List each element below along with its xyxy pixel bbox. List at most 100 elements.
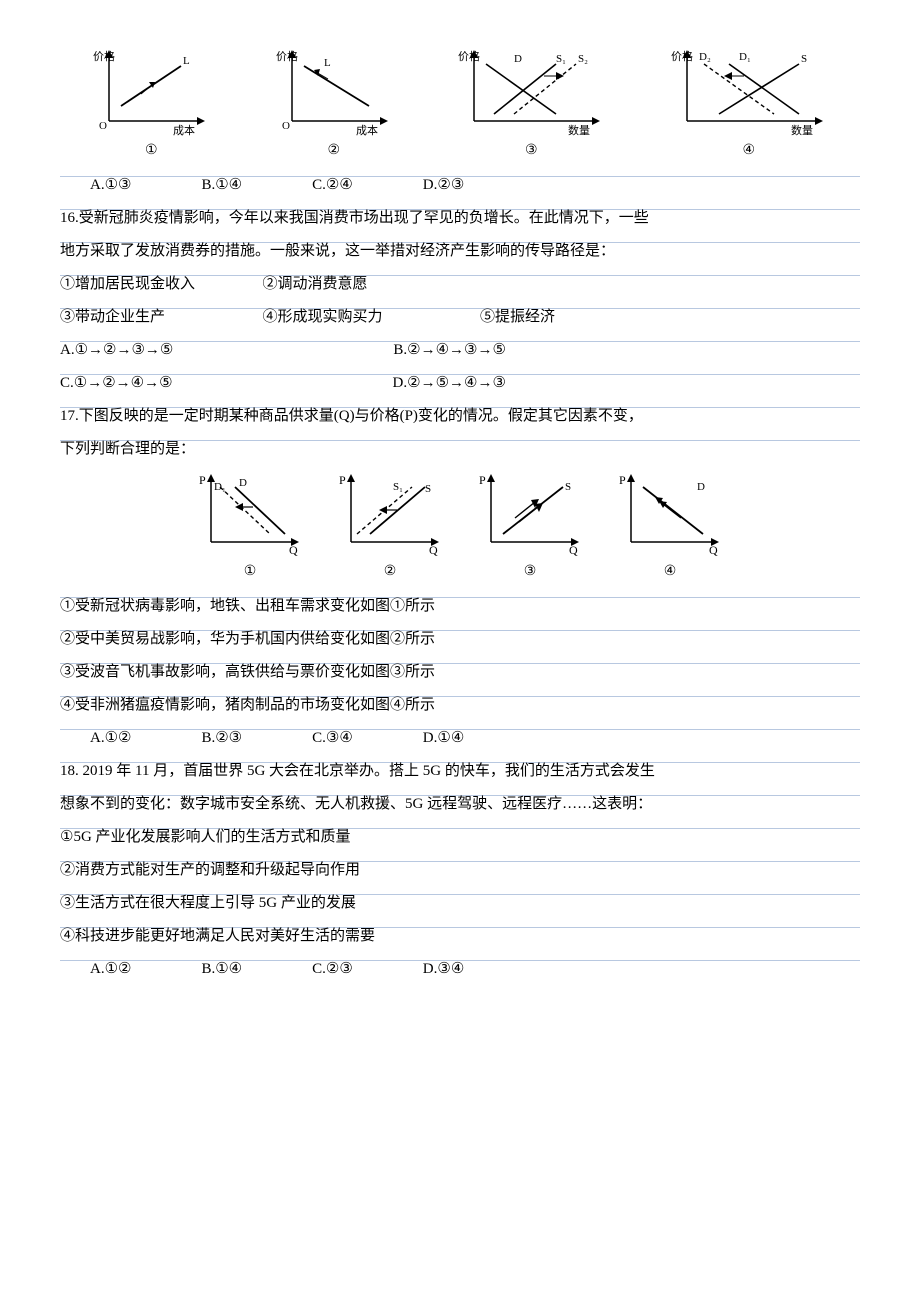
ruled-area-1: A.①③ B.①④ C.②④ D.②③ 16.受新冠肺炎疫情影响，今年以来我国消… — [60, 169, 860, 466]
q16-opt-d: D.②→⑤→④→③ — [393, 367, 506, 400]
chart-num: ④ — [669, 136, 829, 167]
origin: O — [99, 120, 107, 132]
q16-stem-2: 地方采取了发放消费券的措施。一般来说，这一举措对经济产生影响的传导路径是： — [60, 235, 860, 268]
q18-opt-a: A.①② — [90, 953, 131, 986]
q16-stem-1: 16.受新冠肺炎疫情影响，今年以来我国消费市场出现了罕见的负增长。在此情况下，一… — [60, 202, 860, 235]
chart-svg-2: 价格 成本 O L — [274, 46, 394, 136]
ruled-area-2: ①受新冠状病毒影响，地铁、出租车需求变化如图①所示 ②受中美贸易战影响，华为手机… — [60, 590, 860, 986]
q17-s2: ②受中美贸易战影响，华为手机国内供给变化如图②所示 — [60, 623, 860, 656]
opt-a: A.①③ — [90, 169, 131, 202]
p-label: P — [619, 473, 626, 487]
s-label: S — [801, 53, 807, 65]
d1-label: D₁ — [214, 481, 226, 493]
q16-line3: ①增加居民现金收入 ②调动消费意愿 — [60, 268, 860, 301]
p-label: P — [479, 473, 486, 487]
q18-opt-b: B.①④ — [201, 953, 242, 986]
q17-chart-row: P Q D D₁ ① P Q S S₁ ② — [60, 472, 860, 588]
xlabel: 成本 — [173, 123, 195, 136]
chart-num: ① — [195, 557, 305, 588]
q17-s1: ①受新冠状病毒影响，地铁、出租车需求变化如图①所示 — [60, 590, 860, 623]
q15-options: A.①③ B.①④ C.②④ D.②③ — [60, 169, 860, 202]
xlabel: 数量 — [568, 124, 590, 136]
q15-chart-row: 价格 成本 O L ① 价格 成本 O L ② — [60, 46, 860, 167]
s1-label: S₁ — [393, 481, 403, 493]
q18-opt-c: C.②③ — [312, 953, 353, 986]
q16-item-2: ②调动消费意愿 — [263, 276, 368, 292]
q16-opt-b: B.②→④→③→⑤ — [393, 334, 506, 367]
q16-item-4: ④形成现实购买力 — [263, 309, 383, 325]
q16-line4: ③带动企业生产 ④形成现实购买力 ⑤提振经济 — [60, 301, 860, 334]
opt-c: C.②④ — [312, 169, 353, 202]
chart-num: ① — [91, 136, 211, 167]
q15-chart-3: 价格 数量 D S₁ S₂ ③ — [456, 46, 606, 167]
s1-label: S₁ — [556, 53, 566, 65]
q17-stem-2: 下列判断合理的是： — [60, 433, 860, 466]
origin: O — [282, 120, 290, 132]
ylabel: 价格 — [671, 49, 693, 63]
d-label: D — [239, 477, 247, 489]
q17-opt-b: B.②③ — [201, 722, 242, 755]
chart-svg-3: 价格 数量 D S₁ S₂ — [456, 46, 606, 136]
xlabel: 成本 — [356, 123, 378, 136]
q17-options: A.①② B.②③ C.③④ D.①④ — [60, 722, 860, 755]
q16-opt-a: A.①→②→③→⑤ — [60, 334, 173, 367]
q16-options-row2: C.①→②→④→⑤ D.②→⑤→④→③ — [60, 367, 860, 400]
q-label: Q — [289, 543, 298, 557]
q18-opt-d: D.③④ — [423, 953, 464, 986]
q17-chart-2: P Q S S₁ ② — [335, 472, 445, 588]
chart-svg-4: 价格 数量 D₂ D₁ S — [669, 46, 829, 136]
p-label: P — [339, 473, 346, 487]
q18-s4: ④科技进步能更好地满足人民对美好生活的需要 — [60, 920, 860, 953]
q17-opt-c: C.③④ — [312, 722, 353, 755]
chart-num: ② — [335, 557, 445, 588]
q15-chart-1: 价格 成本 O L ① — [91, 46, 211, 167]
q18-s3: ③生活方式在很大程度上引导 5G 产业的发展 — [60, 887, 860, 920]
q17-chart-1: P Q D D₁ ① — [195, 472, 305, 588]
s-label: S — [565, 481, 571, 493]
q18-stem-1: 18. 2019 年 11 月，首届世界 5G 大会在北京举办。搭上 5G 的快… — [60, 755, 860, 788]
q15-chart-4: 价格 数量 D₂ D₁ S ④ — [669, 46, 829, 167]
q16-options-row1: A.①→②→③→⑤ B.②→④→③→⑤ — [60, 334, 860, 367]
ylabel: 价格 — [276, 49, 298, 63]
q15-chart-2: 价格 成本 O L ② — [274, 46, 394, 167]
q17-stem-1: 17.下图反映的是一定时期某种商品供求量(Q)与价格(P)变化的情况。假定其它因… — [60, 400, 860, 433]
p-label: P — [199, 473, 206, 487]
chart-svg: P Q S S₁ — [335, 472, 445, 557]
curve-label: L — [324, 57, 331, 69]
d-label: D — [697, 481, 705, 493]
ylabel: 价格 — [458, 49, 480, 63]
d1-label: D₁ — [739, 51, 751, 63]
q17-opt-d: D.①④ — [423, 722, 464, 755]
chart-num: ③ — [475, 557, 585, 588]
chart-svg: P Q D — [615, 472, 725, 557]
s2-label: S₂ — [578, 53, 588, 65]
d2-label: D₂ — [699, 51, 711, 63]
chart-svg-1: 价格 成本 O L — [91, 46, 211, 136]
q16-item-1: ①增加居民现金收入 — [60, 276, 195, 292]
s-label: S — [425, 483, 431, 495]
curve-label: L — [183, 55, 190, 67]
q17-chart-3: P Q S ③ — [475, 472, 585, 588]
chart-num: ② — [274, 136, 394, 167]
chart-svg: P Q D D₁ — [195, 472, 305, 557]
chart-svg: P Q S — [475, 472, 585, 557]
chart-num: ④ — [615, 557, 725, 588]
q16-item-5: ⑤提振经济 — [480, 309, 555, 325]
q18-stem-2: 想象不到的变化：数字城市安全系统、无人机救援、5G 远程驾驶、远程医疗……这表明… — [60, 788, 860, 821]
xlabel: 数量 — [791, 124, 813, 136]
opt-d: D.②③ — [423, 169, 464, 202]
q18-s1: ①5G 产业化发展影响人们的生活方式和质量 — [60, 821, 860, 854]
q-label: Q — [429, 543, 438, 557]
q-label: Q — [569, 543, 578, 557]
ylabel: 价格 — [93, 49, 115, 63]
opt-b: B.①④ — [201, 169, 242, 202]
q17-s3: ③受波音飞机事故影响，高铁供给与票价变化如图③所示 — [60, 656, 860, 689]
q17-s4: ④受非洲猪瘟疫情影响，猪肉制品的市场变化如图④所示 — [60, 689, 860, 722]
q18-options: A.①② B.①④ C.②③ D.③④ — [60, 953, 860, 986]
d-label: D — [514, 53, 522, 65]
q16-opt-c: C.①→②→④→⑤ — [60, 367, 173, 400]
q16-item-3: ③带动企业生产 — [60, 309, 165, 325]
q18-s2: ②消费方式能对生产的调整和升级起导向作用 — [60, 854, 860, 887]
chart-num: ③ — [456, 136, 606, 167]
q-label: Q — [709, 543, 718, 557]
